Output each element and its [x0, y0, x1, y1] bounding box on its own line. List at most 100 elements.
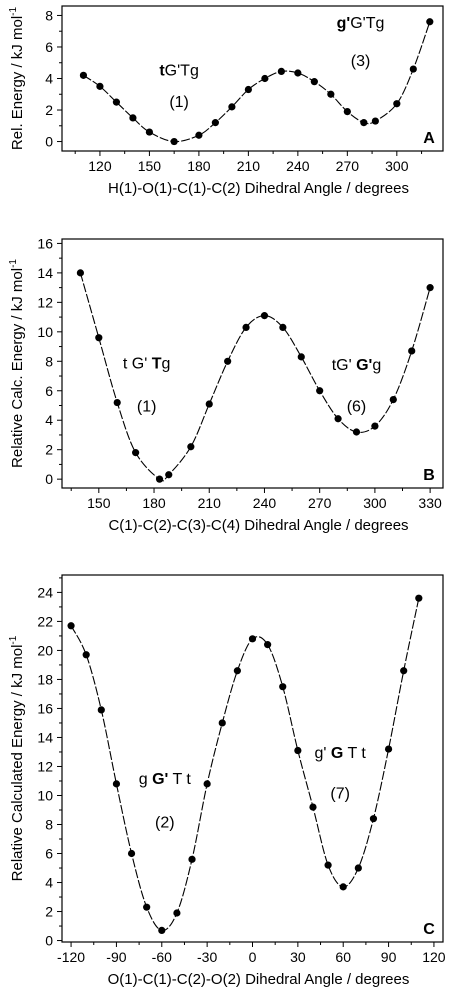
y-tick-label: 14: [37, 265, 53, 281]
y-tick-label: 6: [45, 846, 53, 862]
annotation-conf1-name: t G' Tg: [123, 356, 171, 373]
x-tick-label: 30: [290, 949, 306, 965]
data-point: [205, 400, 213, 408]
data-point: [224, 357, 232, 365]
x-tick-label: 90: [381, 949, 397, 965]
x-tick-label: 60: [335, 949, 351, 965]
x-tick-label: 300: [363, 495, 387, 511]
y-tick-label: 2: [45, 442, 53, 458]
x-tick-label: 240: [286, 158, 310, 174]
x-tick-label: 150: [138, 158, 162, 174]
data-point: [187, 443, 195, 451]
data-point: [145, 128, 154, 136]
y-tick-label: 12: [37, 294, 53, 310]
data-point: [173, 909, 181, 917]
y-tick-label: 20: [37, 642, 53, 658]
data-point: [112, 780, 121, 788]
y-tick-label: 16: [37, 235, 53, 251]
annotation-conf3-num: (3): [351, 53, 371, 70]
y-tick-label: 0: [45, 134, 53, 150]
data-point: [261, 74, 269, 83]
y-axis-title: Relative Calculated Energy / kJ mol-1: [8, 635, 26, 881]
data-point: [279, 323, 287, 332]
data-point: [294, 746, 302, 755]
data-point: [113, 398, 121, 407]
y-tick-label: 2: [45, 904, 53, 920]
data-point: [170, 137, 178, 146]
y-tick-label: 0: [45, 471, 53, 487]
data-point: [309, 803, 317, 811]
annotation-text: T t: [168, 771, 191, 788]
annotation-conf6-name: tG' G'g: [332, 357, 382, 374]
data-point: [371, 117, 379, 125]
data-point: [316, 387, 324, 395]
y-tick-label: 6: [45, 39, 53, 55]
y-tick-label: 8: [45, 7, 53, 23]
y-tick-label: 12: [37, 758, 53, 774]
annotation-conf1-num: (1): [137, 398, 157, 415]
x-tick-label: 210: [237, 158, 261, 174]
y-tick-label: 24: [37, 584, 53, 600]
x-tick-label: 0: [249, 949, 257, 965]
annotation-text: (1): [169, 94, 189, 111]
data-point: [294, 69, 302, 77]
x-tick-label: 330: [418, 495, 442, 511]
x-tick-label: 240: [253, 495, 277, 511]
x-tick-label: 150: [87, 495, 111, 511]
annotation-conf7-num: (7): [330, 785, 350, 802]
panel-letter: B: [423, 467, 435, 484]
y-axis-title: Rel. Energy / kJ mol-1: [8, 7, 26, 151]
data-point: [334, 415, 342, 423]
x-tick-label: 180: [142, 495, 166, 511]
annotation-bold-text: t: [159, 62, 165, 79]
data-point: [228, 103, 236, 111]
data-point: [393, 100, 401, 108]
y-tick-label: 10: [37, 787, 53, 803]
y-axis-title-text: Relative Calc. Energy / kJ mol: [9, 268, 26, 468]
data-point: [203, 780, 211, 788]
annotation-bold-text: T: [152, 356, 162, 373]
data-point: [426, 18, 434, 26]
annotation-text: g: [372, 357, 381, 374]
y-axis-title-text: Relative Calculated Energy / kJ mol: [9, 645, 26, 882]
data-point: [242, 323, 250, 332]
annotation-text: (7): [330, 785, 350, 802]
annotation-text: (2): [155, 814, 175, 831]
data-point: [67, 622, 75, 630]
data-point: [165, 471, 173, 479]
data-point: [369, 815, 378, 823]
annotation-text: g: [139, 771, 152, 788]
data-point: [233, 667, 241, 675]
data-point: [409, 65, 417, 73]
data-point: [95, 334, 103, 342]
data-point: [277, 67, 285, 76]
y-tick-label: 14: [37, 729, 53, 745]
panel-a: 120 150 180 210 240 270 300 0 2 4 6 8 H(1)-O(1)-C(1)…: [8, 5, 444, 197]
annotation-text: (1): [137, 398, 157, 415]
x-axis-title: H(1)-O(1)-C(1)-C(2) Dihedral Angle / deg…: [108, 180, 409, 197]
data-point: [310, 78, 318, 86]
data-point: [343, 107, 351, 116]
x-tick-label: 210: [198, 495, 222, 511]
data-point: [97, 706, 105, 714]
data-point: [127, 849, 136, 858]
data-point: [158, 926, 166, 934]
data-point: [426, 284, 434, 292]
data-point: [129, 114, 137, 122]
data-point: [408, 347, 416, 355]
annotation-conf1-num: (1): [169, 94, 189, 111]
annotation-text: (3): [351, 53, 371, 70]
data-point: [352, 428, 361, 436]
panel-b: 150 180 210 240 270 300 330 0 2 4 6 8 10 12 14 16 C(1)-C…: [8, 235, 444, 534]
data-point: [79, 71, 88, 79]
annotation-conf2-num: (2): [155, 814, 175, 831]
data-point: [211, 119, 219, 127]
data-point: [155, 475, 164, 483]
x-tick-label: 300: [385, 158, 409, 174]
plot-frame: [61, 238, 444, 489]
data-point: [143, 903, 151, 911]
data-point: [76, 269, 85, 277]
data-point: [371, 422, 379, 430]
annotation-conf6-num: (6): [347, 398, 367, 415]
annotation-bold-text: G': [152, 771, 168, 788]
